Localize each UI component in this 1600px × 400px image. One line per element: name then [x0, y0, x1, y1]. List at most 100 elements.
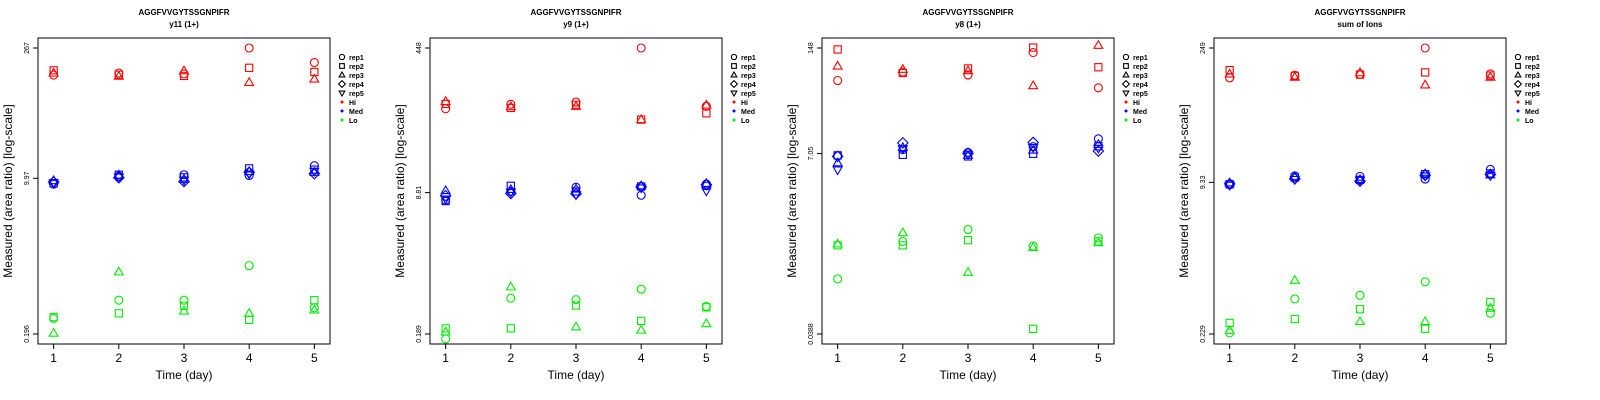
data-point-lo-rep3: [1354, 315, 1366, 326]
x-tick-label: 4: [638, 351, 645, 365]
x-tick-label: 4: [246, 351, 253, 365]
y-tick-label: 9.33: [1200, 175, 1207, 189]
data-point-hi-rep1: [963, 70, 973, 80]
data-point-hi-rep3: [440, 95, 451, 105]
data-point-lo-rep3: [1419, 315, 1431, 326]
data-point-lo-rep3: [897, 227, 909, 237]
data-point-hi-rep2: [179, 71, 189, 81]
legend-color-dot: [1516, 109, 1520, 113]
legend-marker-rep2: [1123, 63, 1129, 69]
data-point-lo-rep3: [1485, 302, 1496, 312]
chart-panel-1: AGGFVVGYTSSGNPIFR y11 (1+) 1 2 3 4 5 0.196 9.97 2…: [1, 8, 364, 382]
x-tick-label: 3: [181, 351, 188, 365]
data-point-med-rep1: [636, 190, 646, 200]
data-point-lo-rep3: [113, 266, 125, 276]
x-tick-label: 3: [1357, 351, 1364, 365]
data-point-lo-rep3: [178, 305, 190, 315]
data-point-hi-rep1: [833, 75, 843, 86]
legend-color-dot: [340, 118, 344, 122]
data-point-med-rep5: [113, 173, 125, 183]
data-points: [47, 43, 321, 337]
data-point-lo-rep2: [49, 312, 58, 322]
legend-marker-rep5: [1122, 90, 1130, 98]
data-point-lo-rep1: [244, 261, 254, 271]
legend-label: rep4: [1133, 82, 1148, 89]
data-point-hi-rep3: [832, 60, 843, 70]
x-tick-label: 1: [50, 351, 57, 365]
data-point-med-rep2: [898, 150, 907, 159]
legend-marker-rep5: [730, 90, 738, 98]
data-point-lo-rep2: [245, 315, 254, 325]
data-point-med-rep5: [440, 195, 451, 205]
data-point-lo-rep1: [1290, 294, 1300, 304]
data-point-med-rep3: [440, 184, 451, 195]
data-point-hi-rep1: [441, 104, 451, 114]
data-point-med-rep5: [505, 188, 517, 198]
x-tick-label: 1: [1226, 351, 1233, 365]
data-point-lo-rep3: [1093, 236, 1104, 247]
x-tick-label: 1: [834, 351, 841, 365]
data-point-hi-rep3: [505, 100, 517, 111]
x-tick-label: 3: [573, 351, 580, 365]
legend-label: Hi: [741, 100, 748, 107]
legend-marker-rep1: [730, 53, 738, 61]
y-axis-label: Measured (area ratio) [log-scale]: [393, 104, 407, 277]
data-point-med-rep4: [896, 136, 909, 149]
data-point-hi-rep1: [1420, 43, 1430, 53]
legend-marker-rep5: [1514, 90, 1522, 98]
data-point-lo-rep2: [310, 296, 319, 305]
data-point-med-rep4: [439, 189, 452, 202]
data-point-lo-rep3: [1027, 241, 1039, 252]
data-point-lo-rep2: [506, 324, 515, 333]
legend-label: rep2: [349, 64, 364, 71]
data-point-lo-rep1: [833, 274, 843, 284]
data-point-lo-rep2: [1355, 305, 1365, 314]
data-point-lo-rep3: [832, 238, 843, 248]
chart-title: AGGFVVGYTSSGNPIFR: [922, 8, 1013, 17]
data-point-lo-rep2: [702, 303, 711, 312]
data-point-lo-rep2: [441, 324, 450, 333]
data-point-med-rep4: [700, 178, 713, 191]
y-tick-label: 0.0388: [808, 323, 815, 345]
data-point-hi-rep3: [1093, 39, 1104, 49]
data-point-med-rep5: [897, 145, 909, 155]
data-point-lo-rep3: [48, 327, 59, 337]
legend-color-dot: [340, 109, 344, 113]
data-point-hi-rep3: [48, 67, 59, 77]
legend-marker-rep1: [1514, 53, 1522, 61]
legend-color-dot: [1124, 100, 1128, 104]
data-point-lo-rep3: [1289, 274, 1301, 284]
data-points: [831, 39, 1105, 333]
legend-marker-rep2: [339, 63, 345, 69]
data-point-lo-rep1: [571, 295, 581, 305]
legend-marker-rep3: [1514, 70, 1522, 78]
data-point-lo-rep2: [898, 241, 907, 250]
data-point-hi-rep3: [570, 100, 582, 110]
chart-title: AGGFVVGYTSSGNPIFR: [530, 8, 621, 17]
legend: rep1 rep2 rep3 rep4 rep5 Hi Med Lo: [1121, 53, 1148, 125]
legend-color-dot: [1124, 118, 1128, 122]
data-point-med-rep4: [1092, 144, 1105, 157]
legend-label: Hi: [349, 100, 356, 107]
data-point-lo-rep1: [636, 284, 646, 294]
legend-color-dot: [732, 100, 736, 104]
legend-label: Med: [1133, 109, 1147, 116]
x-axis-label: Time (day): [940, 368, 997, 382]
data-point-lo-rep1: [1420, 277, 1430, 287]
legend-marker-rep2: [731, 63, 737, 69]
legend-label: rep4: [349, 82, 364, 89]
x-tick-label: 3: [965, 351, 972, 365]
data-point-lo-rep2: [637, 316, 646, 326]
legend-marker-rep4: [337, 79, 347, 89]
legend-label: Lo: [1133, 118, 1142, 125]
legend-color-dot: [340, 100, 344, 104]
x-tick-label: 2: [507, 351, 514, 365]
legend-color-dot: [1516, 118, 1520, 122]
data-point-hi-rep3: [1027, 79, 1039, 90]
data-point-lo-rep3: [570, 321, 582, 331]
legend-color-dot: [732, 109, 736, 113]
y-tick-label: 0.196: [24, 325, 31, 343]
data-point-hi-rep3: [309, 73, 320, 83]
legend-label: rep5: [1525, 91, 1540, 98]
